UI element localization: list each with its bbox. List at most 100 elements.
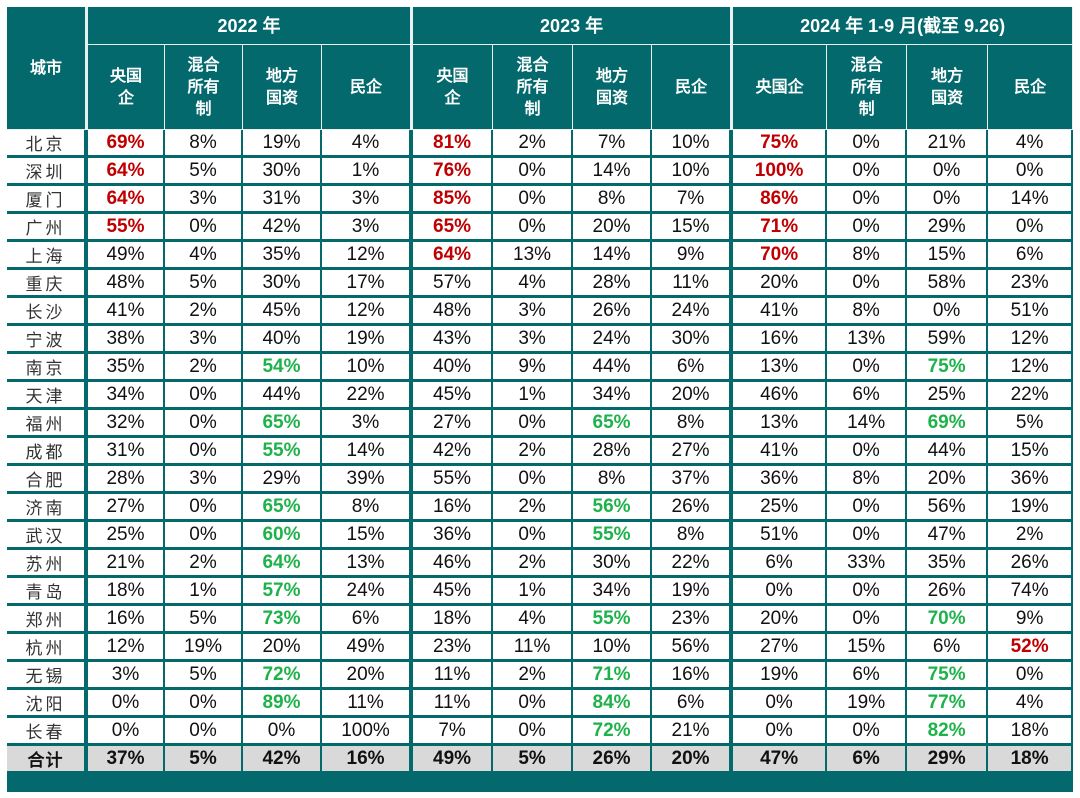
- value-cell-central-soe: 25%: [733, 494, 828, 522]
- value-cell-central-soe: 20%: [733, 606, 828, 634]
- value-cell-central-soe: 76%: [413, 158, 494, 186]
- header-local-state: 地方 国资: [243, 45, 322, 130]
- value-cell-private: 6%: [988, 242, 1074, 270]
- value-cell-central-soe: 0%: [88, 718, 165, 746]
- value-cell-local-state: 65%: [243, 494, 322, 522]
- value-cell-private: 100%: [322, 718, 414, 746]
- value-cell-central-soe: 34%: [88, 382, 165, 410]
- value-cell-local-state: 65%: [243, 410, 322, 438]
- value-cell-mixed-ownership: 0%: [493, 186, 574, 214]
- value-cell-private: 19%: [322, 326, 414, 354]
- value-cell-mixed-ownership: 0%: [165, 438, 243, 466]
- value-cell-central-soe: 0%: [88, 690, 165, 718]
- value-cell-mixed-ownership: 3%: [493, 326, 574, 354]
- value-cell-private: 11%: [322, 690, 414, 718]
- city-cell: 武汉: [7, 522, 88, 550]
- value-cell-mixed-ownership: 2%: [493, 550, 574, 578]
- table-row: 重庆 48% 5% 30% 17% 57% 4% 28% 11% 20% 0% 58% 23%: [7, 270, 1074, 298]
- value-cell-central-soe: 27%: [413, 410, 494, 438]
- value-cell-private: 12%: [322, 298, 414, 326]
- value-cell-mixed-ownership: 0%: [165, 214, 243, 242]
- value-cell-mixed-ownership: 5%: [165, 270, 243, 298]
- header-subcolumn-row: 央国 企混合 所有 制地方 国资 民企 央国 企混合 所有 制地方 国资 民企 央国企混…: [7, 45, 1074, 130]
- value-cell-private: 12%: [988, 326, 1074, 354]
- value-cell-private: 6%: [322, 606, 414, 634]
- value-cell-local-state: 55%: [573, 522, 653, 550]
- value-cell-central-soe: 23%: [413, 634, 494, 662]
- value-cell-mixed-ownership: 5%: [165, 158, 243, 186]
- value-cell-local-state: 30%: [243, 158, 322, 186]
- value-cell-private: 3%: [322, 186, 414, 214]
- value-cell-mixed-ownership: 8%: [165, 130, 243, 158]
- value-cell-local-state: 25%: [907, 382, 989, 410]
- value-cell-private: 20%: [652, 382, 734, 410]
- value-cell-private: 15%: [322, 522, 414, 550]
- value-cell-mixed-ownership: 1%: [493, 382, 574, 410]
- table-row: 成都 31% 0% 55% 14% 42% 2% 28% 27% 41% 0% 44% 15%: [7, 438, 1074, 466]
- value-cell-mixed-ownership: 0%: [165, 494, 243, 522]
- value-cell-private: 0%: [988, 158, 1074, 186]
- value-cell-mixed-ownership: 6%: [827, 382, 908, 410]
- value-cell-local-state: 72%: [573, 718, 653, 746]
- value-cell-local-state: 82%: [907, 718, 989, 746]
- header-central-soe: 央国 企: [413, 45, 494, 130]
- city-cell: 长春: [7, 718, 88, 746]
- value-cell-private: 22%: [322, 382, 414, 410]
- value-cell-private: 17%: [322, 270, 414, 298]
- value-cell-central-soe: 16%: [733, 326, 828, 354]
- value-cell-private: 30%: [652, 326, 734, 354]
- value-cell-private: 15%: [988, 438, 1074, 466]
- value-cell-mixed-ownership: 3%: [165, 326, 243, 354]
- value-cell-central-soe: 81%: [413, 130, 494, 158]
- value-cell-private: 56%: [652, 634, 734, 662]
- city-cell: 重庆: [7, 270, 88, 298]
- value-cell-central-soe: 11%: [413, 690, 494, 718]
- city-cell: 厦门: [7, 186, 88, 214]
- value-cell-local-state: 26%: [573, 746, 653, 774]
- value-cell-private: 18%: [988, 718, 1074, 746]
- value-cell-central-soe: 19%: [733, 662, 828, 690]
- value-cell-local-state: 26%: [907, 578, 989, 606]
- value-cell-mixed-ownership: 4%: [165, 242, 243, 270]
- value-cell-local-state: 84%: [573, 690, 653, 718]
- value-cell-private: 5%: [988, 410, 1074, 438]
- value-cell-local-state: 42%: [243, 214, 322, 242]
- header-group-row: 城市 2022 年 2023 年 2024 年 1-9 月(截至 9.26): [7, 7, 1074, 130]
- value-cell-mixed-ownership: 0%: [493, 718, 574, 746]
- value-cell-local-state: 8%: [573, 186, 653, 214]
- value-cell-mixed-ownership: 0%: [827, 130, 908, 158]
- header-local-state: 地方 国资: [907, 45, 989, 130]
- value-cell-mixed-ownership: 4%: [493, 606, 574, 634]
- value-cell-local-state: 29%: [907, 214, 989, 242]
- value-cell-central-soe: 36%: [733, 466, 828, 494]
- value-cell-private: 24%: [322, 578, 414, 606]
- value-cell-local-state: 0%: [907, 158, 989, 186]
- city-cell: 广州: [7, 214, 88, 242]
- value-cell-local-state: 44%: [573, 354, 653, 382]
- value-cell-private: 36%: [988, 466, 1074, 494]
- value-cell-mixed-ownership: 2%: [165, 354, 243, 382]
- city-cell: 青岛: [7, 578, 88, 606]
- value-cell-private: 74%: [988, 578, 1074, 606]
- value-cell-private: 10%: [652, 158, 734, 186]
- value-cell-local-state: 34%: [573, 578, 653, 606]
- value-cell-local-state: 28%: [573, 270, 653, 298]
- ownership-table-container: 城市 2022 年 2023 年 2024 年 1-9 月(截至 9.26) 央…: [7, 7, 1074, 792]
- value-cell-central-soe: 49%: [413, 746, 494, 774]
- table-row: 北京 69% 8% 19% 4% 81% 2% 7% 10% 75% 0% 21% 4%: [7, 130, 1074, 158]
- value-cell-mixed-ownership: 6%: [827, 746, 908, 774]
- value-cell-local-state: 24%: [573, 326, 653, 354]
- table-row: 厦门 64% 3% 31% 3% 85% 0% 8% 7% 86% 0% 0% 14%: [7, 186, 1074, 214]
- header-group-2022: 2022 年: [88, 7, 414, 45]
- value-cell-mixed-ownership: 3%: [165, 186, 243, 214]
- value-cell-private: 26%: [652, 494, 734, 522]
- value-cell-central-soe: 27%: [733, 634, 828, 662]
- value-cell-central-soe: 31%: [88, 438, 165, 466]
- value-cell-local-state: 20%: [907, 466, 989, 494]
- value-cell-mixed-ownership: 5%: [165, 746, 243, 774]
- table-row: 长沙 41% 2% 45% 12% 48% 3% 26% 24% 41% 8% 0% 51%: [7, 298, 1074, 326]
- value-cell-mixed-ownership: 0%: [827, 354, 908, 382]
- value-cell-central-soe: 18%: [88, 578, 165, 606]
- value-cell-mixed-ownership: 0%: [827, 522, 908, 550]
- value-cell-mixed-ownership: 5%: [165, 606, 243, 634]
